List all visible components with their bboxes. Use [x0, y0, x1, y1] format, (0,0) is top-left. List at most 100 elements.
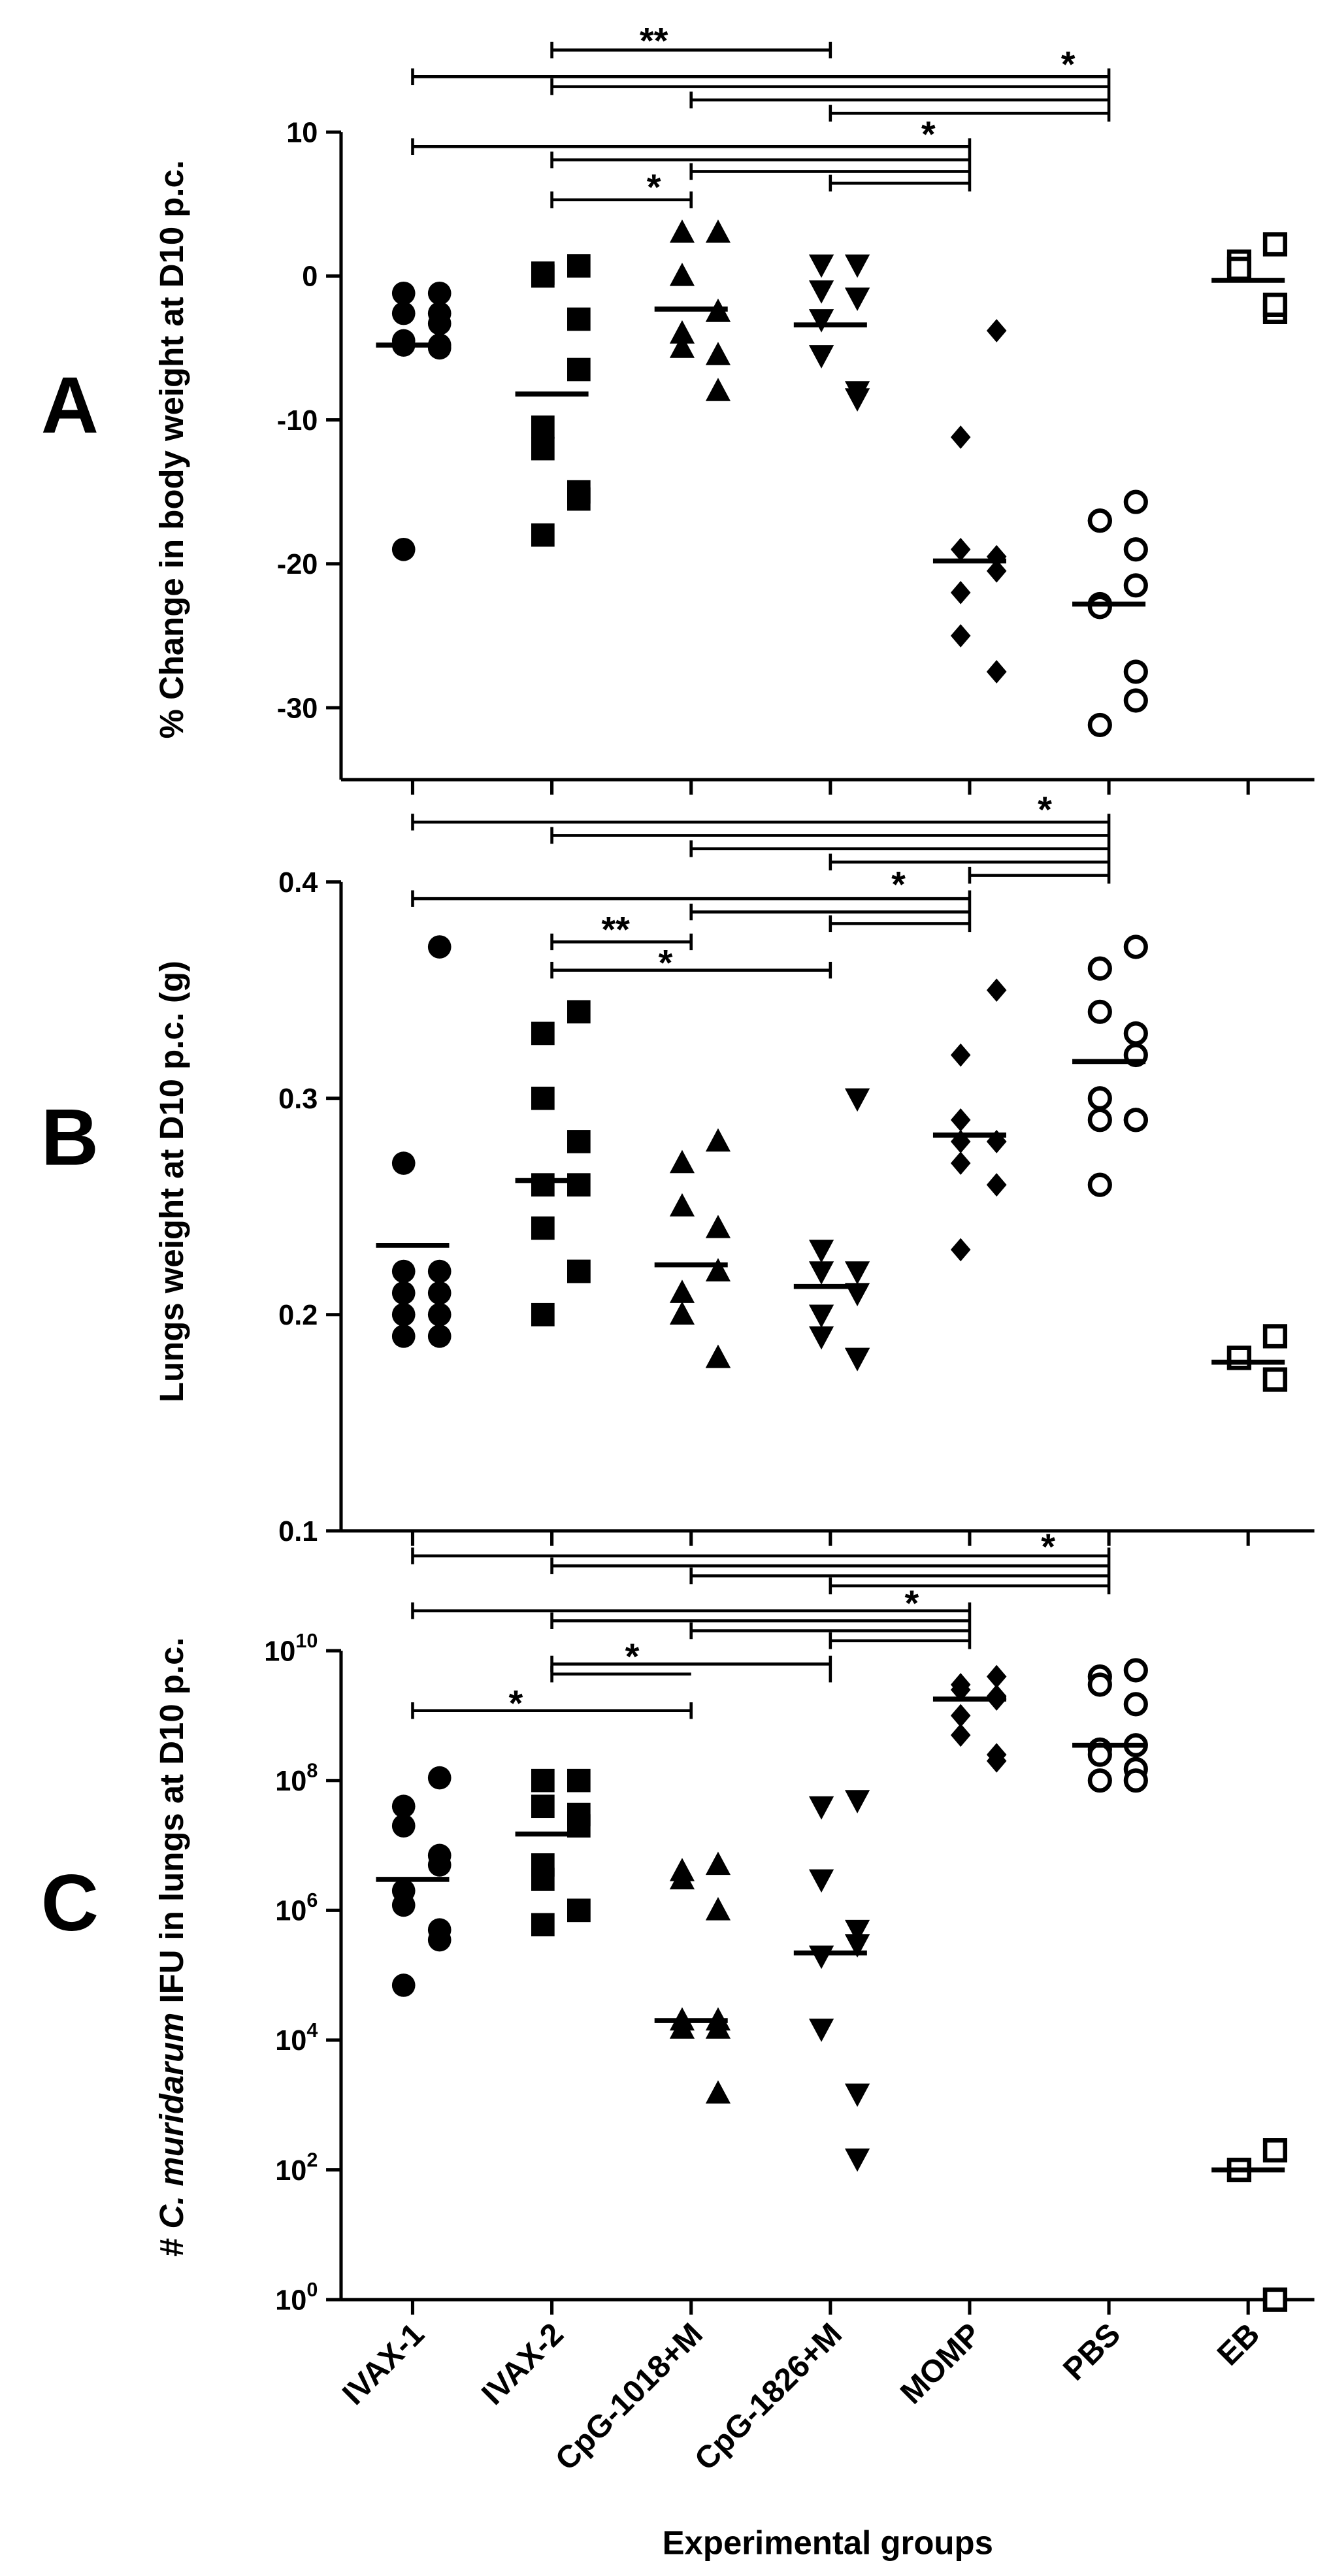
tick-exp: 8 — [306, 1760, 318, 1782]
point — [844, 1261, 870, 1285]
point — [950, 1238, 971, 1262]
y-tick-label: -20 — [277, 549, 318, 580]
point — [391, 281, 416, 305]
point — [531, 1086, 555, 1110]
significance: * — [1061, 43, 1076, 84]
point — [705, 378, 731, 401]
point — [669, 335, 695, 358]
point — [391, 537, 416, 561]
tick-base: 10 — [275, 2025, 306, 2056]
y-tick-label: 0.2 — [278, 1300, 318, 1331]
point — [808, 280, 834, 304]
panel-letter: C — [41, 1858, 99, 1947]
point — [1123, 1692, 1148, 1717]
point — [531, 1173, 555, 1197]
point — [391, 1151, 416, 1175]
y-tick-label: -30 — [277, 693, 318, 724]
point — [531, 1868, 555, 1891]
tick-base: 10 — [275, 1766, 306, 1797]
point — [705, 2015, 731, 2039]
y-axis-title: % Change in body weight at D10 p.c. — [153, 160, 190, 738]
point — [427, 1281, 452, 1305]
point — [669, 1280, 695, 1303]
x-tick-label: CpG-1018+M — [549, 2317, 710, 2477]
point — [1262, 292, 1288, 317]
point — [427, 312, 452, 335]
point — [705, 219, 731, 243]
y-tick-label: 100 — [275, 2279, 318, 2316]
point — [1087, 1768, 1112, 1793]
point — [1226, 256, 1252, 281]
point — [1123, 1658, 1148, 1683]
y-tick-label: 0.1 — [278, 1516, 318, 1547]
point — [1087, 956, 1112, 981]
x-tick-label: MOMP — [894, 2317, 989, 2411]
point — [950, 581, 971, 604]
point — [950, 624, 971, 648]
point — [844, 1934, 870, 1958]
point — [844, 1790, 870, 1813]
y-tick-label: 1010 — [264, 1630, 318, 1667]
point — [427, 935, 452, 959]
y-title-part: # — [153, 2229, 190, 2256]
point — [391, 1325, 416, 1348]
y-tick-label: -10 — [277, 405, 318, 437]
point — [391, 1794, 416, 1819]
point — [567, 1768, 591, 1792]
tick-base: 10 — [275, 2285, 306, 2316]
significance: * — [625, 1636, 640, 1677]
point — [531, 437, 555, 461]
point — [705, 1344, 731, 1368]
point — [1123, 537, 1148, 562]
point — [986, 319, 1007, 342]
point — [950, 1151, 971, 1175]
tick-exp: 2 — [306, 2149, 318, 2171]
significance: * — [1038, 789, 1052, 830]
point — [950, 1723, 971, 1747]
point — [808, 1869, 834, 1893]
point — [567, 487, 591, 511]
tick-base: 10 — [275, 1896, 306, 1927]
point — [1087, 508, 1112, 533]
significance: * — [891, 864, 906, 905]
point — [844, 1347, 870, 1372]
point — [391, 1973, 416, 1997]
point — [1123, 934, 1148, 959]
point — [391, 301, 416, 325]
y-axis-title: Lungs weight at D10 p.c. (g) — [153, 961, 190, 1402]
point — [669, 1301, 695, 1325]
point — [391, 1281, 416, 1305]
y-tick-label: 102 — [275, 2149, 318, 2186]
point — [986, 1664, 1007, 1689]
point — [950, 1678, 971, 1702]
point — [391, 1302, 416, 1327]
point — [808, 2019, 834, 2042]
point — [567, 357, 591, 382]
point — [531, 1913, 555, 1937]
point — [1123, 659, 1148, 684]
point — [950, 537, 971, 561]
point — [567, 1000, 591, 1024]
point — [1087, 595, 1112, 619]
point — [567, 1173, 591, 1197]
point — [950, 1704, 971, 1728]
y-axis-title: # C. muridarum IFU in lungs at D10 p.c. — [153, 1638, 190, 2257]
point — [986, 1749, 1007, 1773]
significance: ** — [601, 908, 630, 949]
tick-exp: 0 — [306, 2279, 318, 2301]
significance: * — [904, 1583, 919, 1624]
point — [669, 2015, 695, 2039]
point — [427, 1259, 452, 1283]
point — [808, 309, 834, 333]
point — [391, 1893, 416, 1917]
point — [391, 1259, 416, 1283]
point — [531, 1021, 555, 1046]
x-axis-title: Experimental groups — [663, 2524, 993, 2562]
point — [808, 254, 834, 278]
x-tick-label: IVAX-2 — [475, 2317, 570, 2412]
point — [427, 1766, 452, 1790]
tick-exp: 6 — [306, 1889, 318, 1911]
point — [1087, 999, 1112, 1024]
point — [531, 264, 555, 288]
